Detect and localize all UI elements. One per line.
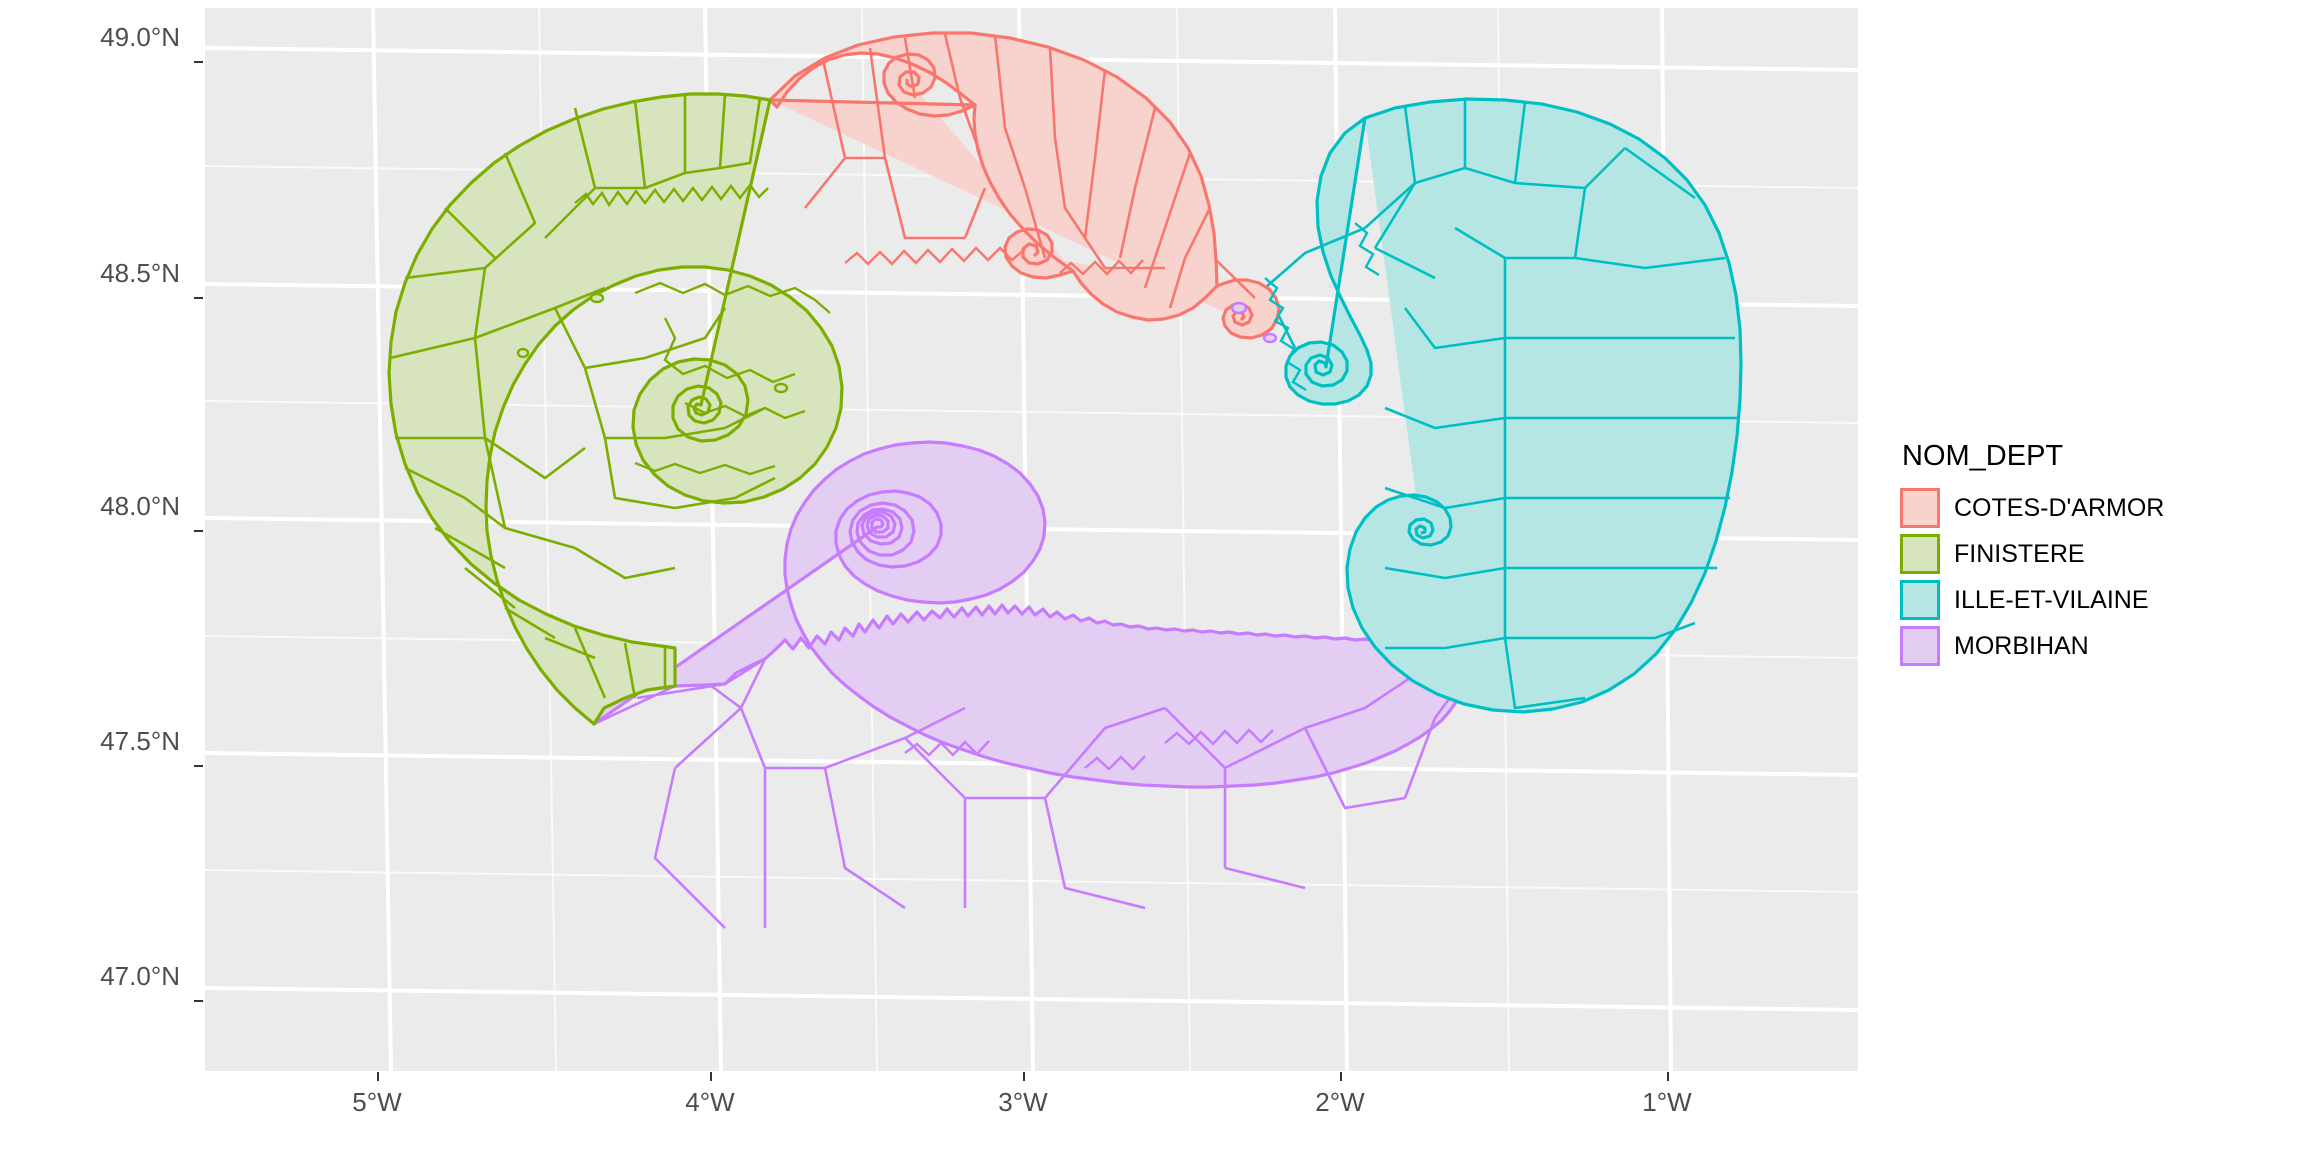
legend-key-swatch [1900, 580, 1940, 620]
legend-item-cotes-darmor[interactable]: COTES-D'ARMOR [1900, 485, 2164, 531]
map-canvas [205, 8, 1858, 1071]
legend-key-swatch [1900, 488, 1940, 528]
x-axis-tick-label-4w: 4°W [685, 1087, 735, 1117]
x-axis-tick-label-1w: 1°W [1642, 1087, 1692, 1117]
y-axis-tick-label-47: 47.0°N [100, 961, 180, 991]
legend-item-label: COTES-D'ARMOR [1954, 493, 2165, 522]
x-axis-tick-mark [1340, 1072, 1342, 1081]
y-axis-tick-mark [194, 765, 203, 767]
x-axis-tick-label-5w: 5°W [352, 1087, 402, 1117]
legend-key-swatch [1900, 534, 1940, 574]
legend-item-label: ILLE-ET-VILAINE [1954, 585, 2149, 614]
dept-region-ille-et-vilaine[interactable] [1284, 97, 1743, 714]
ille-et-vilaine-internal-boundaries [1263, 99, 1738, 710]
legend: NOM_DEPT COTES-D'ARMOR FINISTERE ILLE-ET… [1900, 440, 2165, 669]
y-axis-tick-label-48: 48.0°N [100, 491, 180, 521]
legend-title: NOM_DEPT [1902, 440, 2064, 472]
legend-item-morbihan[interactable]: MORBIHAN [1900, 623, 2164, 669]
x-axis-tick-label-3w: 3°W [998, 1087, 1048, 1117]
y-axis-tick-mark [194, 61, 203, 63]
y-axis-tick-label-48-5: 48.5°N [100, 258, 180, 288]
legend-item-ille-et-vilaine[interactable]: ILLE-ET-VILAINE [1900, 577, 2164, 623]
finistere-internal-boundaries [389, 93, 776, 699]
legend-item-finistere[interactable]: FINISTERE [1900, 531, 2164, 577]
y-axis-tick-label-49: 49.0°N [100, 22, 180, 52]
legend-item-label: FINISTERE [1954, 539, 2085, 568]
y-axis-tick-mark [194, 1000, 203, 1002]
morbihan-outline[interactable] [592, 440, 1465, 789]
y-axis-tick-label-47-5: 47.5°N [100, 726, 180, 756]
legend-key-swatch [1900, 626, 1940, 666]
cotes-darmor-internal-boundaries [803, 33, 1256, 309]
plot-panel [205, 8, 1858, 1071]
ille-et-vilaine-outline[interactable] [1284, 97, 1743, 714]
coastline-detail [574, 183, 1380, 771]
islands [516, 292, 1278, 394]
x-axis-tick-mark [1667, 1072, 1669, 1081]
x-axis-tick-mark [710, 1072, 712, 1081]
x-axis-tick-mark [377, 1072, 379, 1081]
dept-region-morbihan[interactable] [592, 440, 1465, 789]
legend-item-label: MORBIHAN [1954, 631, 2089, 660]
x-axis-tick-label-2w: 2°W [1315, 1087, 1365, 1117]
y-axis-tick-mark [194, 530, 203, 532]
x-axis-tick-mark [1023, 1072, 1025, 1081]
y-axis-tick-mark [194, 297, 203, 299]
